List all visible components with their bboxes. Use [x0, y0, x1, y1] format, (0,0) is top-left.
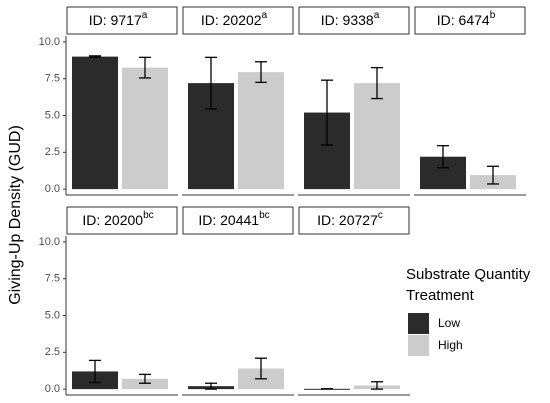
error-bar: [205, 56, 217, 110]
strip-superscript: c: [378, 210, 383, 221]
strip-title: ID: 20441bc: [198, 210, 269, 228]
y-tick-label: 5.0: [45, 309, 60, 321]
strip-superscript: bc: [143, 210, 154, 221]
y-tick-label: 5.0: [45, 109, 60, 121]
strip-title-text: ID: 20727: [317, 212, 378, 228]
error-bar: [89, 55, 101, 58]
strip: [182, 206, 294, 235]
bar: [122, 67, 168, 190]
strip-title: ID: 20202a: [201, 10, 268, 28]
strip-title: ID: 9717a: [89, 10, 148, 28]
legend-swatch: [408, 335, 429, 356]
y-tick-label: 0.0: [45, 383, 60, 395]
strip-superscript: b: [490, 10, 496, 21]
error-bar: [205, 382, 217, 390]
y-axis-label: Giving-Up Density (GUD): [7, 125, 24, 305]
error-bar: [321, 79, 333, 146]
y-tick-label: 2.5: [45, 346, 60, 358]
y-tick-label: 10.0: [39, 36, 60, 48]
legend-swatch: [408, 313, 429, 334]
strip-title-text: ID: 9338: [321, 12, 374, 28]
error-bar: [255, 61, 267, 84]
y-tick-label: 0.0: [45, 183, 60, 195]
bar: [238, 72, 284, 190]
strip-title-text: ID: 20441: [198, 212, 259, 228]
strip: [298, 6, 410, 35]
strip: [66, 206, 178, 235]
y-tick-label: 10.0: [39, 236, 60, 248]
error-bar: [437, 145, 449, 169]
legend-label: High: [438, 338, 463, 352]
bar: [72, 56, 118, 190]
error-bar: [371, 381, 383, 390]
error-bar: [139, 56, 151, 79]
error-bar: [89, 359, 101, 384]
strip-title-text: ID: 20200: [82, 212, 143, 228]
strip-title-text: ID: 9717: [89, 12, 142, 28]
bar: [354, 83, 400, 190]
strip-title: ID: 20200bc: [82, 210, 153, 228]
strip-title-text: ID: 20202: [201, 12, 262, 28]
strip-superscript: a: [142, 10, 148, 21]
error-bar: [371, 67, 383, 100]
strip-title-text: ID: 6474: [437, 12, 490, 28]
y-tick-label: 7.5: [45, 273, 60, 285]
legend-title: Substrate Quantity Treatment: [406, 266, 531, 304]
legend-label: Low: [438, 316, 460, 330]
y-tick-label: 2.5: [45, 146, 60, 158]
error-bar: [255, 357, 267, 380]
y-tick-label: 7.5: [45, 73, 60, 85]
strip-superscript: a: [262, 10, 268, 21]
strip-title: ID: 9338a: [321, 10, 380, 28]
bar: [122, 378, 168, 390]
strip-title: ID: 20727c: [317, 210, 383, 228]
error-bar: [139, 373, 151, 384]
strip-superscript: a: [374, 10, 380, 21]
strip: [182, 6, 294, 35]
error-bar: [487, 165, 499, 185]
strip: [66, 6, 178, 35]
strip: [298, 206, 410, 235]
strip-superscript: bc: [259, 210, 270, 221]
strip-title: ID: 6474b: [437, 10, 496, 28]
strip: [414, 6, 526, 35]
